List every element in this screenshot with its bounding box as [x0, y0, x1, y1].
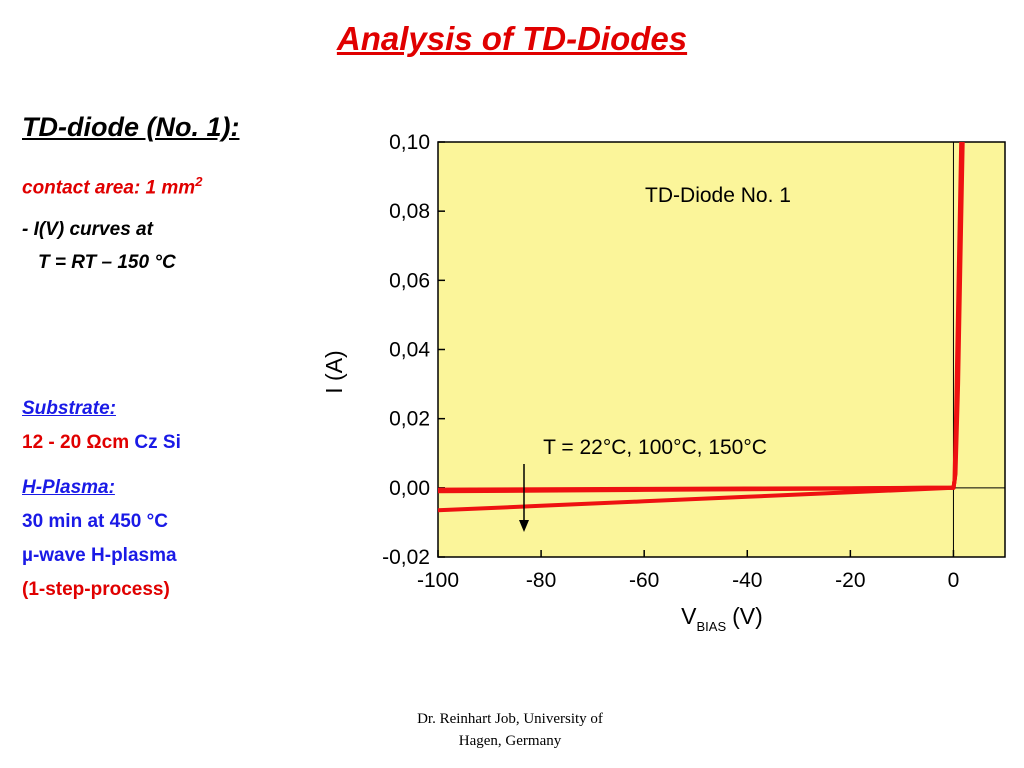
y-tick-label: 0,06: [389, 269, 430, 292]
y-axis-ticks: -0,02 0,00 0,02 0,04 0,06 0,08 0,10: [382, 131, 445, 569]
series-lines: [437, 141, 965, 513]
x-axis-label-sub: BIAS: [697, 619, 727, 634]
x-tick-label: -100: [417, 569, 459, 592]
substrate-value: 12 - 20 Ωcm Cz Si: [22, 432, 181, 454]
hplasma-line2: µ-wave H-plasma: [22, 545, 177, 566]
x-axis-ticks: -100 -80 -60 -40 -20 0: [417, 550, 959, 592]
contact-area-label: contact area: 1 mm: [22, 177, 196, 199]
y-tick-label: -0,02: [382, 546, 430, 569]
y-tick-label: 0,04: [389, 339, 430, 362]
hplasma-line1: 30 min at 450 °C: [22, 511, 168, 532]
annotation-arrow-head: [519, 520, 529, 532]
substrate-heading: Substrate:: [22, 398, 116, 419]
x-tick-label: 0: [948, 569, 960, 592]
iv-curves-line2: T = RT – 150 °C: [38, 252, 176, 273]
y-tick-label: 0,08: [389, 200, 430, 223]
x-axis-label-unit: (V): [732, 603, 763, 629]
footer-line1: Dr. Reinhart Job, University of: [417, 711, 603, 727]
footer-credit: Dr. Reinhart Job, University of Hagen, G…: [370, 708, 650, 752]
x-tick-label: -20: [835, 569, 865, 592]
x-tick-label: -40: [732, 569, 762, 592]
substrate-material: Cz Si: [134, 432, 181, 453]
x-axis-label-main: V: [681, 603, 697, 629]
contact-area-exponent: 2: [195, 174, 203, 189]
substrate-resistivity: 12 - 20 Ωcm: [22, 432, 130, 453]
hplasma-heading: H-Plasma:: [22, 477, 115, 498]
x-tick-label: -60: [629, 569, 659, 592]
iv-curves-line1: - I(V) curves at: [22, 219, 153, 240]
hplasma-line3: (1-step-process): [22, 579, 170, 600]
y-axis-label: I (A): [321, 350, 347, 393]
x-axis-label: VBIAS (V): [681, 603, 763, 634]
slide-title: Analysis of TD-Diodes: [336, 20, 688, 57]
y-tick-label: 0,10: [389, 131, 430, 154]
y-tick-label: 0,02: [389, 408, 430, 431]
x-tick-label: -80: [526, 569, 556, 592]
contact-area-text: contact area: 1 mm2: [22, 174, 202, 199]
y-tick-label: 0,00: [389, 477, 430, 500]
series-line-3: [437, 141, 965, 513]
footer-line2: Hagen, Germany: [458, 733, 562, 749]
diode-title: TD-diode (No. 1):: [22, 112, 240, 142]
temperature-annotation: T = 22°C, 100°C, 150°C: [543, 436, 767, 459]
chart-title: TD-Diode No. 1: [645, 184, 791, 207]
